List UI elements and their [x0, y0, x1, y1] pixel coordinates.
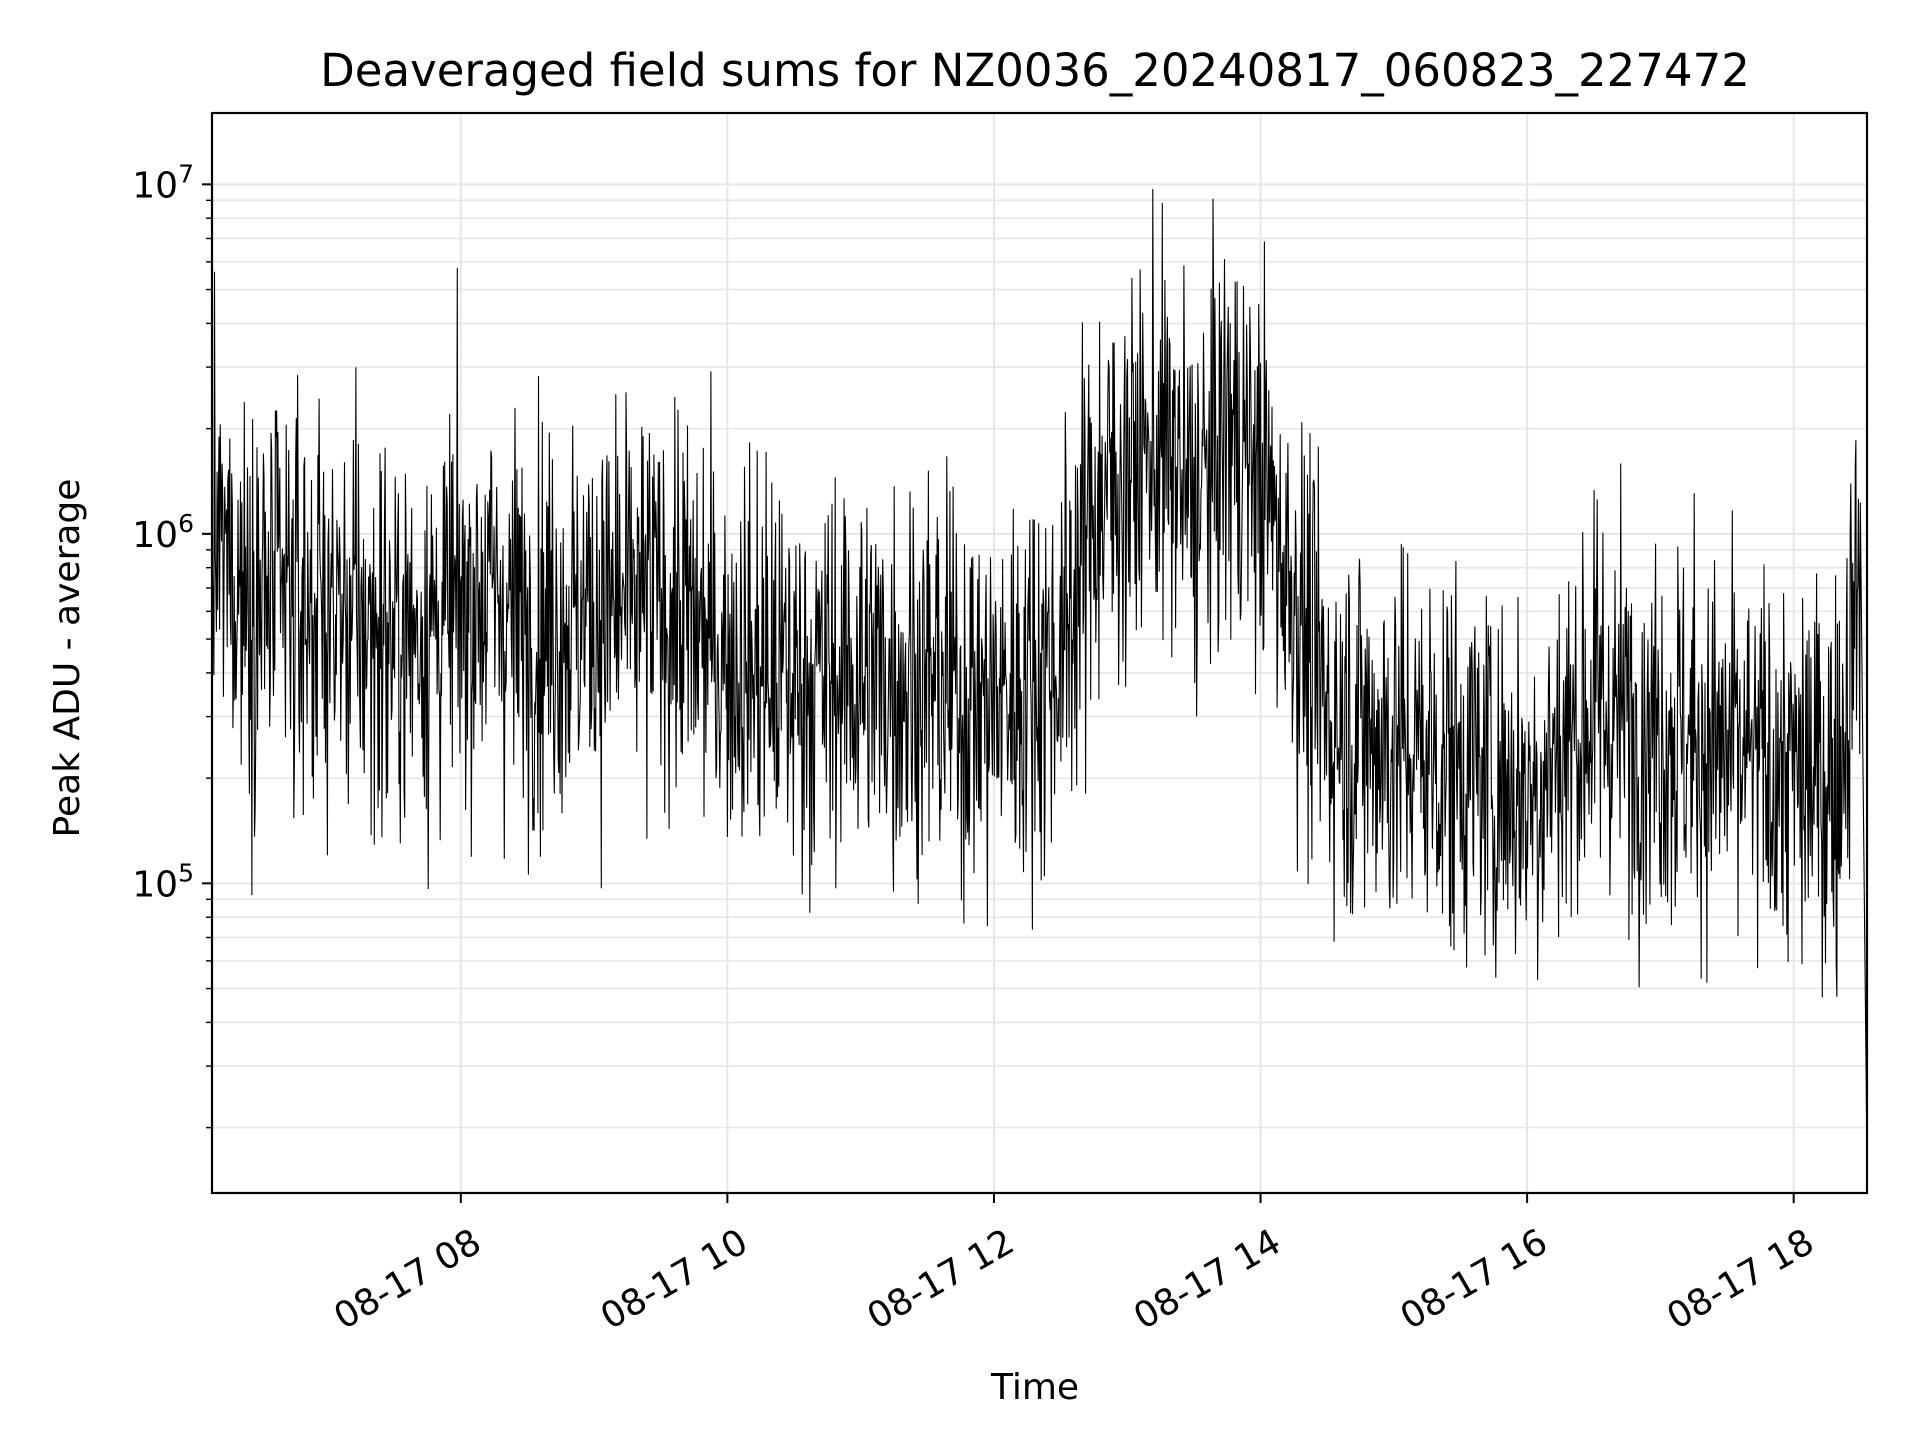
- chart-title: Deaveraged field sums for NZ0036_2024081…: [320, 44, 1750, 97]
- y-axis: 105 106 107: [132, 159, 212, 1129]
- y-tick-label: 106: [132, 509, 194, 556]
- y-tick-label: 105: [132, 858, 194, 905]
- y-tick-label: 107: [132, 159, 194, 206]
- plot-series: [211, 188, 1868, 1162]
- y-axis-label: Peak ADU - average: [47, 479, 88, 838]
- x-axis-label: Time: [990, 1367, 1079, 1408]
- data-series-line: [211, 188, 1868, 1162]
- plot-frame: [210, 111, 1869, 1195]
